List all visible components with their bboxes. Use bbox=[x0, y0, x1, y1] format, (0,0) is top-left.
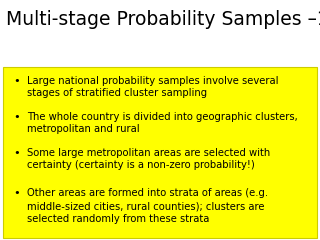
Text: •: • bbox=[13, 188, 20, 198]
Text: •: • bbox=[13, 148, 20, 158]
Text: The whole country is divided into geographic clusters,
metropolitan and rural: The whole country is divided into geogra… bbox=[27, 112, 298, 134]
FancyBboxPatch shape bbox=[3, 67, 317, 238]
Text: Some large metropolitan areas are selected with
certainty (certainty is a non-ze: Some large metropolitan areas are select… bbox=[27, 148, 270, 170]
Text: •: • bbox=[13, 112, 20, 122]
Text: •: • bbox=[13, 76, 20, 86]
Text: Large national probability samples involve several
stages of stratified cluster : Large national probability samples invol… bbox=[27, 76, 279, 98]
Text: Multi-stage Probability Samples –1: Multi-stage Probability Samples –1 bbox=[6, 10, 320, 29]
Text: Other areas are formed into strata of areas (e.g.
middle-sized cities, rural cou: Other areas are formed into strata of ar… bbox=[27, 188, 268, 224]
